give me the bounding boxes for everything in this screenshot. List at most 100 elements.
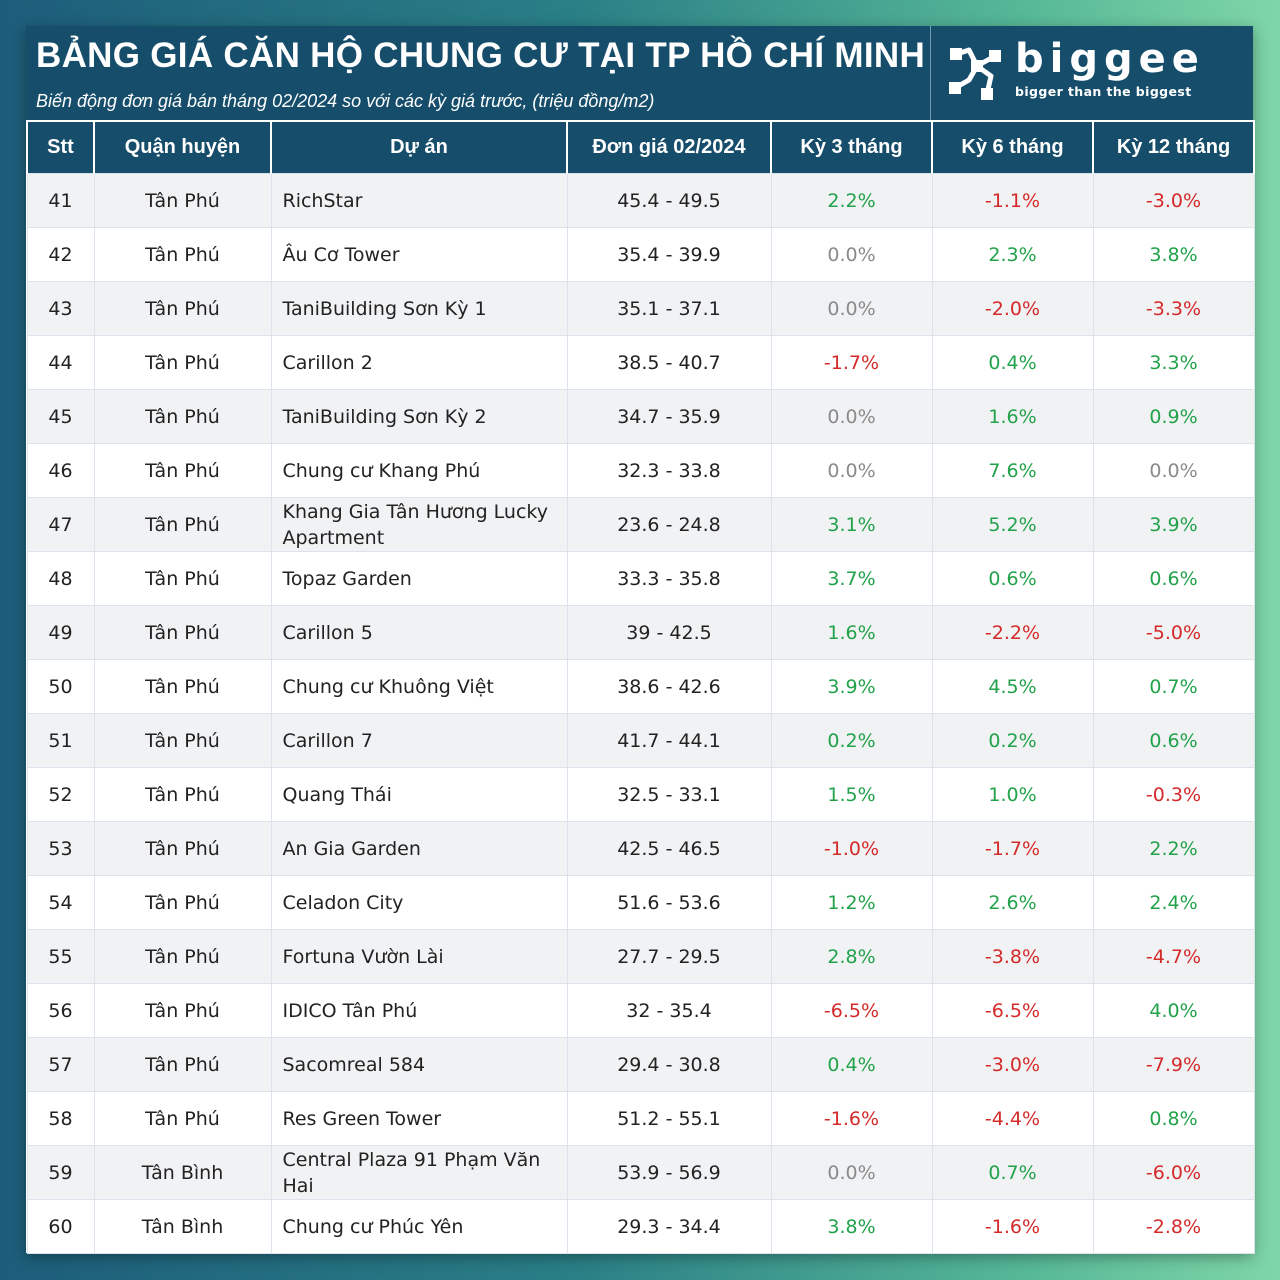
table-row: 51 Tân Phú Carillon 7 41.7 - 44.1 0.2% 0.2% 0.…: [26, 713, 1255, 768]
change-3m-cell: 0.4%: [770, 1037, 933, 1092]
price-table-card: BẢNG GIÁ CĂN HỘ CHUNG CƯ TẠI TP HỒ CHÍ M…: [26, 26, 1255, 1254]
change-3m-cell: 3.1%: [770, 497, 933, 552]
change-3m-cell: 0.0%: [770, 281, 933, 336]
row-number-cell: 44: [26, 335, 95, 390]
price-cell: 39 - 42.5: [566, 605, 772, 660]
district-cell: Tân Phú: [93, 335, 272, 390]
row-number-cell: 45: [26, 389, 95, 444]
table-row: 47 Tân Phú Khang Gia Tân Hương Lucky Apart…: [26, 497, 1255, 552]
row-number-cell: 42: [26, 227, 95, 282]
project-cell: Fortuna Vườn Lài: [270, 929, 568, 984]
change-12m-cell: 2.2%: [1092, 821, 1255, 876]
price-cell: 32.5 - 33.1: [566, 767, 772, 822]
change-12m-cell: -7.9%: [1092, 1037, 1255, 1092]
table-row: 55 Tân Phú Fortuna Vườn Lài 27.7 - 29.5 2.8%…: [26, 929, 1255, 984]
row-number-cell: 51: [26, 713, 95, 768]
column-header: Kỳ 6 tháng: [931, 120, 1094, 174]
district-cell: Tân Phú: [93, 497, 272, 552]
change-6m-cell: 2.6%: [931, 875, 1094, 930]
change-6m-cell: 4.5%: [931, 659, 1094, 714]
district-cell: Tân Phú: [93, 1091, 272, 1146]
row-number-cell: 50: [26, 659, 95, 714]
price-cell: 41.7 - 44.1: [566, 713, 772, 768]
change-6m-cell: -1.6%: [931, 1199, 1094, 1254]
column-header: Kỳ 3 tháng: [770, 120, 933, 174]
price-cell: 42.5 - 46.5: [566, 821, 772, 876]
price-cell: 51.2 - 55.1: [566, 1091, 772, 1146]
price-cell: 32 - 35.4: [566, 983, 772, 1038]
change-3m-cell: 0.2%: [770, 713, 933, 768]
change-12m-cell: 0.6%: [1092, 551, 1255, 606]
project-cell: Carillon 2: [270, 335, 568, 390]
change-3m-cell: 0.0%: [770, 1145, 933, 1200]
project-cell: TaniBuilding Sơn Kỳ 2: [270, 389, 568, 444]
change-3m-cell: 3.7%: [770, 551, 933, 606]
table-row: 57 Tân Phú Sacomreal 584 29.4 - 30.8 0.4% -3.…: [26, 1037, 1255, 1092]
change-6m-cell: 0.7%: [931, 1145, 1094, 1200]
change-6m-cell: 0.2%: [931, 713, 1094, 768]
district-cell: Tân Phú: [93, 875, 272, 930]
district-cell: Tân Phú: [93, 443, 272, 498]
table-row: 56 Tân Phú IDICO Tân Phú 32 - 35.4 -6.5% -6.5…: [26, 983, 1255, 1038]
table-row: 59 Tân Bình Central Plaza 91 Phạm Văn Hai 5…: [26, 1145, 1255, 1200]
change-6m-cell: -6.5%: [931, 983, 1094, 1038]
column-header: Đơn giá 02/2024: [566, 120, 772, 174]
change-6m-cell: -2.2%: [931, 605, 1094, 660]
change-12m-cell: 2.4%: [1092, 875, 1255, 930]
table-row: 54 Tân Phú Celadon City 51.6 - 53.6 1.2% 2.6%…: [26, 875, 1255, 930]
row-number-cell: 49: [26, 605, 95, 660]
district-cell: Tân Phú: [93, 173, 272, 228]
row-number-cell: 48: [26, 551, 95, 606]
change-6m-cell: 2.3%: [931, 227, 1094, 282]
change-12m-cell: 0.7%: [1092, 659, 1255, 714]
table-row: 46 Tân Phú Chung cư Khang Phú 32.3 - 33.8 0.…: [26, 443, 1255, 498]
row-number-cell: 46: [26, 443, 95, 498]
table-row: 58 Tân Phú Res Green Tower 51.2 - 55.1 -1.6%…: [26, 1091, 1255, 1146]
change-3m-cell: 0.0%: [770, 227, 933, 282]
project-cell: Topaz Garden: [270, 551, 568, 606]
price-cell: 38.5 - 40.7: [566, 335, 772, 390]
row-number-cell: 56: [26, 983, 95, 1038]
change-6m-cell: -2.0%: [931, 281, 1094, 336]
table-row: 43 Tân Phú TaniBuilding Sơn Kỳ 1 35.1 - 37.…: [26, 281, 1255, 336]
row-number-cell: 60: [26, 1199, 95, 1254]
change-12m-cell: -4.7%: [1092, 929, 1255, 984]
project-cell: Central Plaza 91 Phạm Văn Hai: [270, 1145, 568, 1200]
change-6m-cell: 0.6%: [931, 551, 1094, 606]
district-cell: Tân Phú: [93, 605, 272, 660]
table-header-row: Stt Quận huyện Dự án Đơn giá 02/2024 Kỳ …: [26, 120, 1255, 174]
district-cell: Tân Phú: [93, 983, 272, 1038]
change-12m-cell: 0.6%: [1092, 713, 1255, 768]
price-cell: 32.3 - 33.8: [566, 443, 772, 498]
project-cell: Chung cư Khuông Việt: [270, 659, 568, 714]
column-header: Quận huyện: [93, 120, 272, 174]
price-cell: 35.4 - 39.9: [566, 227, 772, 282]
change-6m-cell: 0.4%: [931, 335, 1094, 390]
page-title: BẢNG GIÁ CĂN HỘ CHUNG CƯ TẠI TP HỒ CHÍ M…: [36, 36, 926, 75]
row-number-cell: 41: [26, 173, 95, 228]
project-cell: Khang Gia Tân Hương Lucky Apartment: [270, 497, 568, 552]
district-cell: Tân Phú: [93, 281, 272, 336]
row-number-cell: 59: [26, 1145, 95, 1200]
project-cell: Carillon 7: [270, 713, 568, 768]
row-number-cell: 52: [26, 767, 95, 822]
change-3m-cell: 0.0%: [770, 389, 933, 444]
project-cell: TaniBuilding Sơn Kỳ 1: [270, 281, 568, 336]
project-cell: IDICO Tân Phú: [270, 983, 568, 1038]
district-cell: Tân Bình: [93, 1145, 272, 1200]
change-3m-cell: -6.5%: [770, 983, 933, 1038]
price-cell: 53.9 - 56.9: [566, 1145, 772, 1200]
header-banner: BẢNG GIÁ CĂN HỘ CHUNG CƯ TẠI TP HỒ CHÍ M…: [26, 26, 1253, 120]
change-12m-cell: 3.9%: [1092, 497, 1255, 552]
project-cell: Chung cư Khang Phú: [270, 443, 568, 498]
project-cell: RichStar: [270, 173, 568, 228]
district-cell: Tân Phú: [93, 227, 272, 282]
change-6m-cell: -1.1%: [931, 173, 1094, 228]
biggee-logo-icon: [949, 47, 1001, 100]
change-12m-cell: -3.3%: [1092, 281, 1255, 336]
table-row: 45 Tân Phú TaniBuilding Sơn Kỳ 2 34.7 - 35.…: [26, 389, 1255, 444]
district-cell: Tân Phú: [93, 821, 272, 876]
price-table: Stt Quận huyện Dự án Đơn giá 02/2024 Kỳ …: [26, 120, 1255, 1254]
row-number-cell: 58: [26, 1091, 95, 1146]
district-cell: Tân Bình: [93, 1199, 272, 1254]
